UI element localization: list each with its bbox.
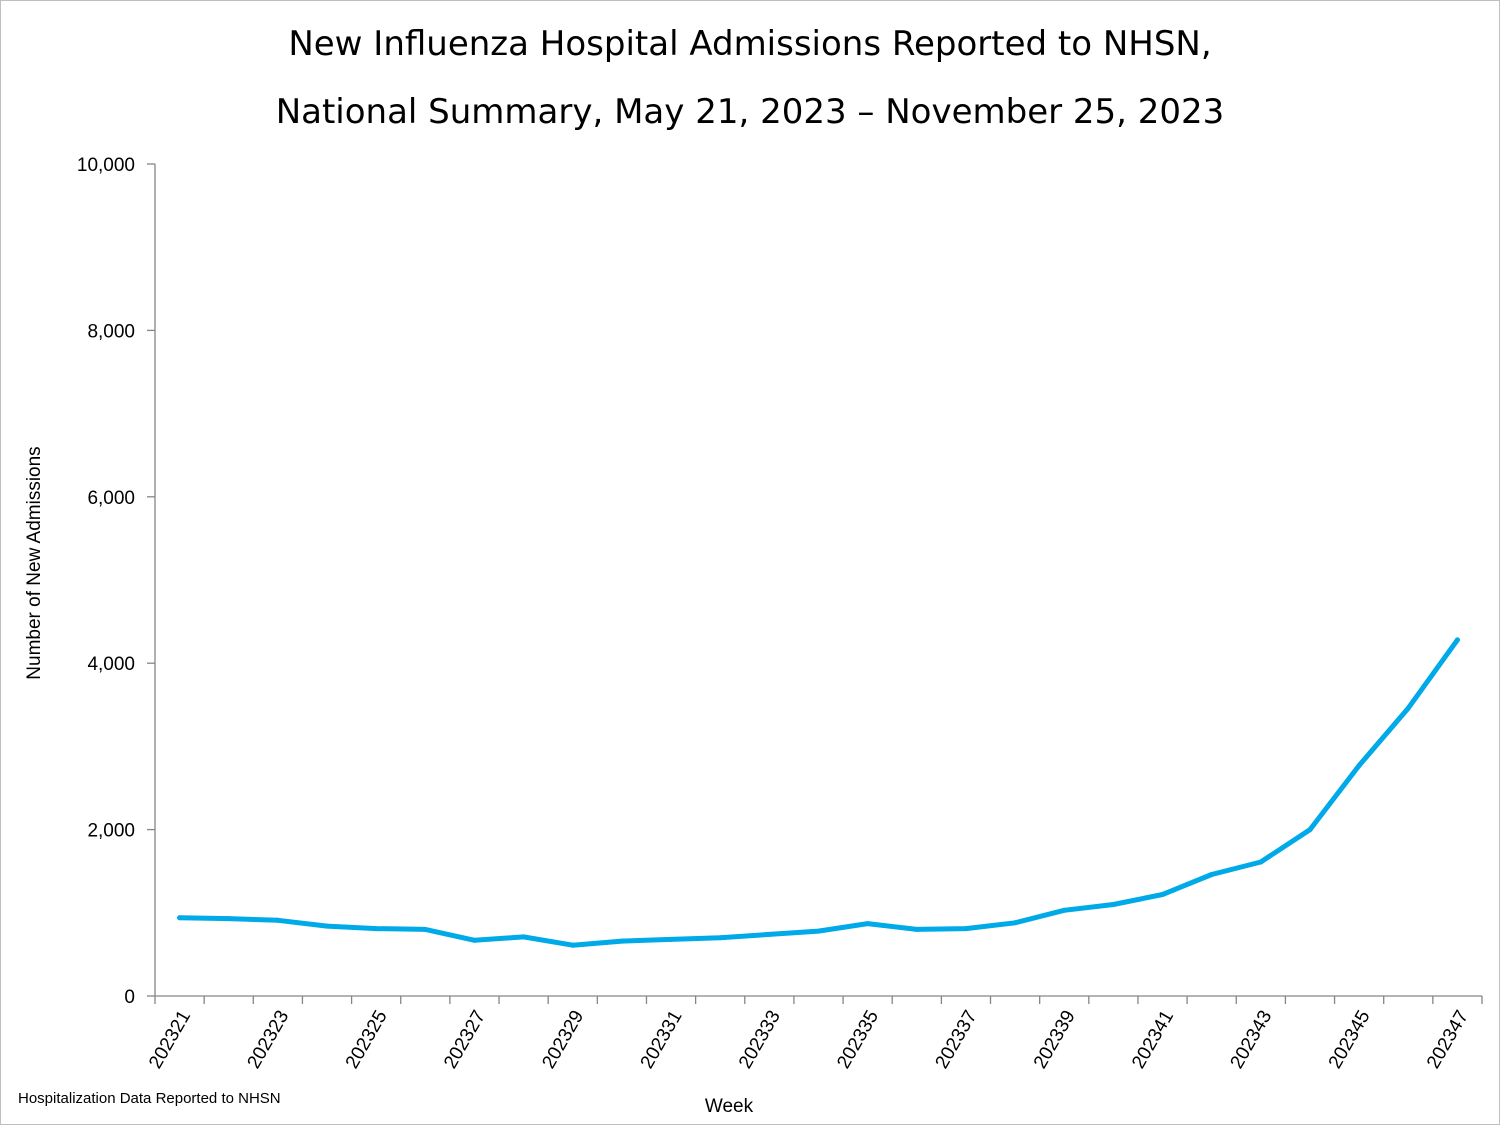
x-tick-label: 202325 bbox=[342, 1007, 392, 1072]
data-point bbox=[1061, 907, 1067, 913]
x-tick-label: 202339 bbox=[1030, 1007, 1080, 1072]
data-point bbox=[422, 926, 428, 932]
data-point bbox=[816, 928, 821, 934]
y-tick-label: 8,000 bbox=[87, 321, 135, 342]
chart-title: New Influenza Hospital Admissions Report… bbox=[0, 10, 1500, 146]
chart-title-line-2: National Summary, May 21, 2023 – Novembe… bbox=[275, 92, 1225, 132]
y-tick-label: 2,000 bbox=[87, 821, 135, 842]
data-point bbox=[865, 921, 871, 927]
x-tick-label: 202321 bbox=[145, 1007, 195, 1072]
data-point bbox=[1356, 763, 1362, 769]
data-point bbox=[1012, 920, 1018, 926]
x-tick-label: 202343 bbox=[1226, 1007, 1276, 1072]
data-point bbox=[324, 923, 330, 929]
y-tick-label: 10,000 bbox=[77, 155, 135, 176]
data-point bbox=[275, 917, 281, 923]
data-point bbox=[1209, 872, 1215, 878]
footnote: Hospitalization Data Reported to NHSN bbox=[18, 1090, 281, 1107]
data-point bbox=[521, 934, 527, 940]
data-point bbox=[717, 935, 723, 941]
x-tick-label: 202347 bbox=[1423, 1007, 1473, 1072]
y-tick-label: 6,000 bbox=[87, 488, 135, 509]
data-point bbox=[471, 937, 477, 943]
data-point bbox=[963, 926, 969, 932]
x-tick-label: 202337 bbox=[932, 1007, 982, 1072]
y-axis: 0 2,000 4,000 6,000 8,000 10,000 bbox=[77, 155, 156, 1008]
y-tick-label: 4,000 bbox=[87, 654, 135, 675]
x-axis: 202321 202323 202325 202327 202329 202331 2023… bbox=[145, 995, 1483, 1072]
x-tick-label: 202327 bbox=[440, 1007, 490, 1072]
data-point bbox=[570, 942, 576, 948]
y-axis-title: Number of New Admissions bbox=[24, 446, 45, 679]
data-point bbox=[1110, 901, 1116, 907]
data-point bbox=[1258, 859, 1264, 865]
x-tick-label: 202333 bbox=[735, 1007, 785, 1072]
data-point bbox=[1405, 705, 1411, 711]
x-tick-label: 202335 bbox=[833, 1007, 883, 1072]
data-point bbox=[668, 936, 674, 942]
chart-title-line-1: New Influenza Hospital Admissions Report… bbox=[288, 24, 1212, 64]
x-axis-title: Week bbox=[705, 1096, 754, 1117]
series-layer bbox=[177, 637, 1460, 948]
series-line bbox=[177, 637, 1460, 948]
data-point bbox=[177, 915, 183, 921]
data-point bbox=[1307, 827, 1313, 833]
data-point bbox=[619, 938, 625, 944]
data-point bbox=[1160, 891, 1166, 897]
x-tick-label: 202329 bbox=[538, 1007, 588, 1072]
x-tick-label: 202341 bbox=[1128, 1007, 1178, 1072]
y-tick-label: 0 bbox=[124, 987, 135, 1008]
x-tick-label: 202323 bbox=[244, 1007, 294, 1072]
data-point bbox=[226, 916, 232, 922]
data-point bbox=[373, 926, 379, 932]
x-tick-label: 202345 bbox=[1325, 1007, 1375, 1072]
data-point bbox=[766, 931, 772, 937]
x-tick-label: 202331 bbox=[637, 1007, 687, 1072]
data-point bbox=[914, 926, 920, 932]
data-point bbox=[1454, 637, 1460, 643]
